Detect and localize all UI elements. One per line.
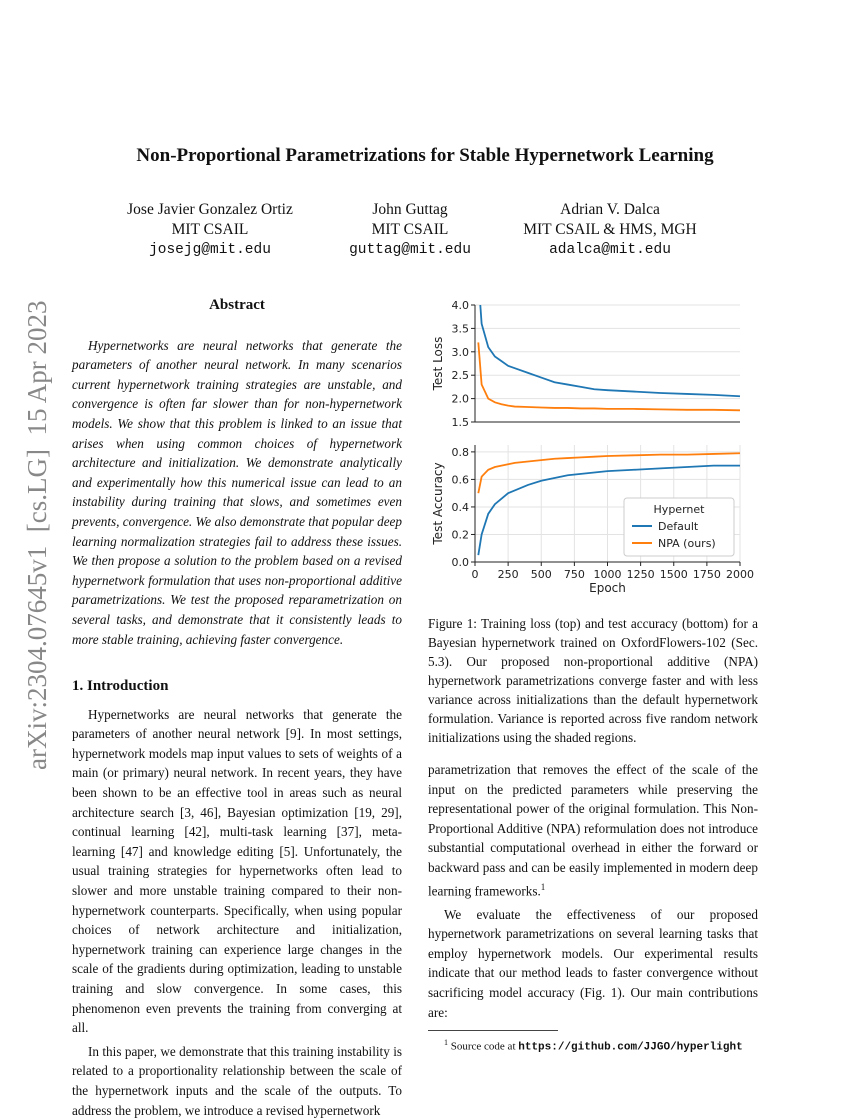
author-affiliation: MIT CSAIL & HMS, MGH [523,221,697,238]
arxiv-sidebar: arXiv:2304.07645v1 [cs.LG] 15 Apr 2023 [22,300,52,770]
figure-caption: Figure 1: Training loss (top) and test a… [428,614,758,747]
x-tick-label: 0 [472,568,479,581]
y-tick-label: 0.8 [452,446,470,459]
footnote-url[interactable]: https://github.com/JJGO/hyperlight [518,1041,743,1054]
y-tick-label: 0.0 [452,556,470,569]
paper-title: Non-Proportional Parametrizations for St… [136,145,714,166]
x-tick-label: 2000 [726,568,754,581]
y-tick-label: 3.0 [452,346,470,359]
author-name: Adrian V. Dalca [560,201,660,218]
author: Adrian V. Dalca MIT CSAIL & HMS, MGH ada… [490,200,730,260]
x-tick-label: 250 [498,568,519,581]
x-tick-label: 1250 [627,568,655,581]
footnote-text: Source code at [450,1040,516,1053]
paragraph: We evaluate the effectiveness of our pro… [428,906,758,1020]
caption-text: Figure 1: Training loss (top) and test a… [428,616,758,745]
x-axis-label: Epoch [589,581,626,595]
y-tick-label: 2.5 [452,369,470,382]
author-email: guttag@mit.edu [349,242,471,258]
y-tick-label: 3.5 [452,322,470,335]
series-line [477,452,740,494]
footnote: 1 Source code at https://github.com/JJGO… [428,1033,758,1058]
footnote-mark: 1 [540,881,546,892]
x-tick-label: 1500 [660,568,688,581]
footnote-mark: 1 [444,1038,448,1048]
abstract-text: Hypernetworks are neural networks that g… [72,337,402,647]
legend-box [623,497,735,557]
y-tick-label: 4.0 [452,299,470,312]
y-tick-label: 0.2 [452,528,470,541]
author-affiliation: MIT CSAIL [171,221,249,238]
figure-chart: 1.5 2.0 2.5 3.0 3.5 4.0 Test Loss 0.0 0.2 0.4 0.6 0… [431,299,754,595]
paragraph: parametrization that removes the effect … [428,760,758,901]
section-heading: 1. Introduction [72,678,169,695]
author-name: Jose Javier Gonzalez Ortiz [127,201,293,218]
author-email: josejg@mit.edu [149,242,271,258]
series-line [477,342,740,412]
y-tick-label: 2.0 [452,393,470,406]
x-tick-label: 750 [564,568,585,581]
series-line [477,464,740,556]
legend-label: NPA (ours) [658,537,716,550]
y-tick-label: 0.6 [452,473,470,486]
y-axis-label: Test Accuracy [431,462,445,545]
author-email: adalca@mit.edu [549,242,671,258]
x-tick-label: 1750 [693,568,721,581]
y-axis-label: Test Loss [431,337,445,392]
author-affiliation: MIT CSAIL [371,221,449,238]
paragraph-text: parametrization that removes the effect … [428,762,758,898]
x-tick-label: 1000 [594,568,622,581]
legend-label: Default [658,520,699,533]
paragraph: Hypernetworks are neural networks that g… [72,706,402,1036]
left-column: Abstract Hypernetworks are neural networ… [72,296,402,1120]
legend-title: Hypernet [654,503,706,516]
y-tick-label: 1.5 [452,416,470,429]
abstract-heading: Abstract [209,297,265,313]
y-tick-label: 0.4 [452,501,470,514]
right-column: parametrization that removes the effect … [428,760,758,1058]
author: Jose Javier Gonzalez Ortiz MIT CSAIL jos… [90,200,330,260]
paragraph: In this paper, we demonstrate that this … [72,1043,402,1118]
x-tick-label: 500 [531,568,552,581]
footnote-rule [428,1030,558,1032]
series-line [479,305,740,398]
author: John Guttag MIT CSAIL guttag@mit.edu [290,200,530,260]
author-name: John Guttag [372,201,448,218]
